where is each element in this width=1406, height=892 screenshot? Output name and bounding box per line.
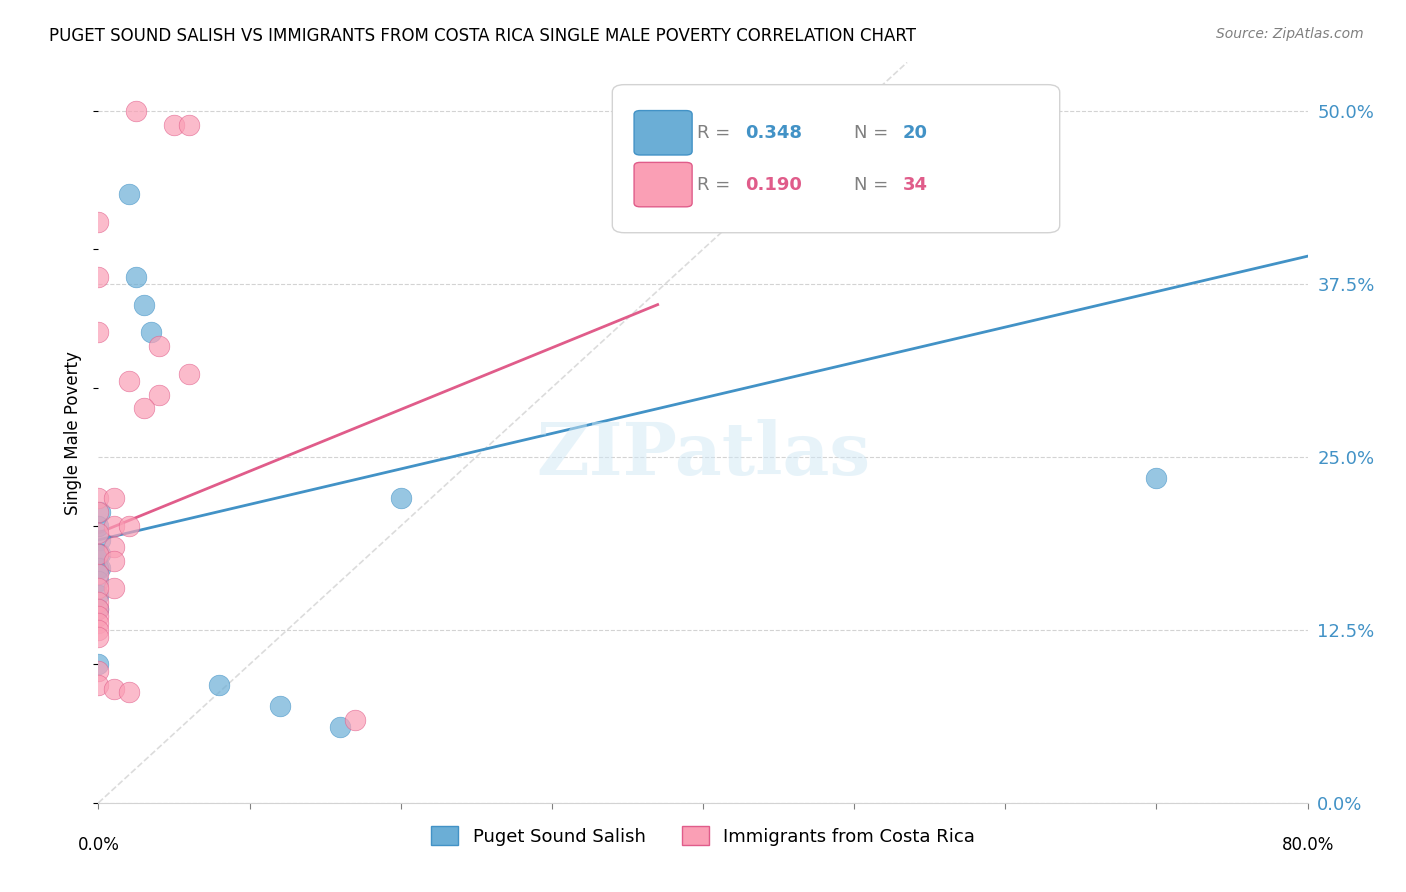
Text: R =: R = (697, 124, 735, 142)
Point (89, 505, 111, 519)
Point (118, 374, 141, 388)
Point (87, 547, 110, 561)
Point (87, 525, 110, 540)
Text: 0.0%: 0.0% (77, 836, 120, 855)
Point (87, 609, 110, 624)
Point (103, 491, 125, 506)
Point (125, 269, 148, 284)
Point (89, 560, 111, 574)
Point (163, 118, 186, 132)
Point (87, 560, 110, 574)
Point (148, 387, 170, 401)
Point (87, 505, 110, 519)
Text: R =: R = (697, 176, 735, 194)
Point (118, 519, 141, 533)
Point (87, 630, 110, 644)
Point (179, 118, 201, 132)
Point (87, 547, 110, 561)
Point (118, 186, 141, 201)
Text: N =: N = (855, 124, 894, 142)
Point (132, 297, 155, 311)
Point (208, 678, 231, 692)
Point (103, 554, 125, 568)
Point (118, 685, 141, 699)
Text: 20: 20 (903, 124, 928, 142)
Point (87, 602, 110, 616)
Text: 0.348: 0.348 (745, 124, 803, 142)
Point (87, 567, 110, 582)
Legend: Puget Sound Salish, Immigrants from Costa Rica: Puget Sound Salish, Immigrants from Cost… (423, 819, 983, 853)
Point (329, 720, 352, 734)
Point (87, 615, 110, 630)
Y-axis label: Single Male Poverty: Single Male Poverty (65, 351, 83, 515)
Point (87, 678, 110, 692)
Point (87, 657, 110, 672)
Point (87, 582, 110, 596)
Text: ZIPatlas: ZIPatlas (536, 419, 870, 491)
Point (141, 326, 163, 340)
FancyBboxPatch shape (613, 85, 1060, 233)
Point (87, 602, 110, 616)
Point (87, 623, 110, 637)
Point (103, 682, 125, 697)
Point (87, 519, 110, 533)
Point (103, 519, 125, 533)
Point (87, 574, 110, 589)
Text: PUGET SOUND SALISH VS IMMIGRANTS FROM COSTA RICA SINGLE MALE POVERTY CORRELATION: PUGET SOUND SALISH VS IMMIGRANTS FROM CO… (49, 27, 917, 45)
Point (87, 665, 110, 679)
Text: 80.0%: 80.0% (1281, 836, 1334, 855)
Point (1144, 470, 1167, 484)
FancyBboxPatch shape (634, 111, 692, 155)
FancyBboxPatch shape (634, 162, 692, 207)
Point (87, 595, 110, 609)
Point (179, 367, 201, 381)
Point (125, 103, 148, 118)
Point (103, 582, 125, 596)
Point (89, 533, 111, 547)
Point (344, 713, 367, 727)
Point (89, 547, 111, 561)
Point (87, 588, 110, 602)
Point (103, 540, 125, 554)
Point (148, 339, 170, 353)
Point (132, 401, 155, 416)
Point (87, 491, 110, 506)
Text: 0.190: 0.190 (745, 176, 803, 194)
Point (389, 491, 412, 506)
Point (87, 214, 110, 228)
Text: Source: ZipAtlas.com: Source: ZipAtlas.com (1216, 27, 1364, 41)
Point (965, 166, 987, 180)
Text: N =: N = (855, 176, 894, 194)
Point (269, 698, 291, 713)
Point (87, 269, 110, 284)
Text: 34: 34 (903, 176, 928, 194)
Point (87, 326, 110, 340)
